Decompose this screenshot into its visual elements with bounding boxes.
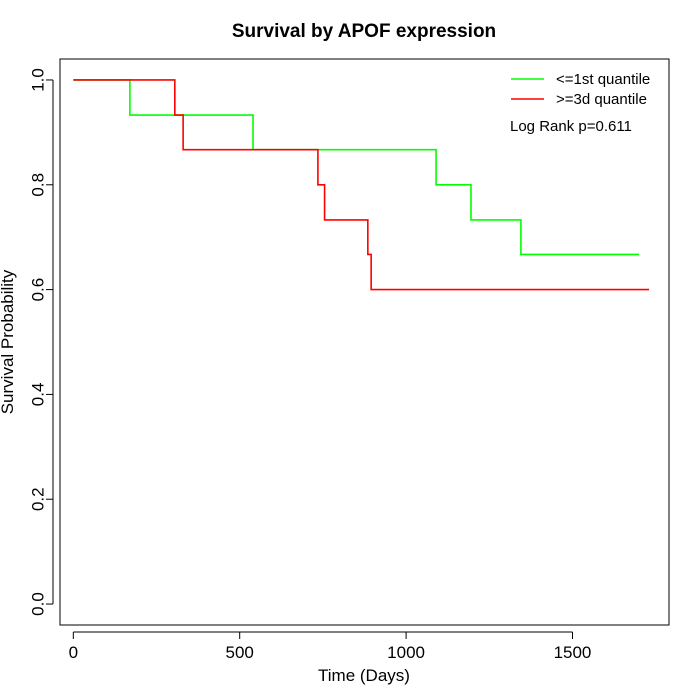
legend: <=1st quantile >=3d quantile [511, 71, 650, 108]
x-tick-label: 1500 [554, 643, 592, 662]
x-tick-label: 500 [226, 643, 254, 662]
y-tick-label: 0.8 [29, 173, 48, 197]
series-layer [73, 79, 650, 291]
x-axis-label: Time (Days) [318, 666, 410, 685]
y-tick-label: 0.2 [29, 487, 48, 511]
y-tick-label: 0.4 [29, 383, 48, 407]
series-line-low [73, 79, 640, 256]
y-axis-label: Survival Probability [0, 269, 17, 414]
y-tick-label: 0.0 [29, 592, 48, 616]
plot-frame [59, 58, 670, 626]
y-tick-label: 0.6 [29, 278, 48, 302]
chart-title: Survival by APOF expression [232, 21, 496, 42]
series-line-high [73, 79, 650, 291]
x-tick-label: 1000 [387, 643, 425, 662]
legend-label: >=3d quantile [556, 91, 647, 108]
y-tick-label: 1.0 [29, 68, 48, 92]
legend-label: <=1st quantile [556, 71, 650, 88]
log-rank-annotation: Log Rank p=0.611 [510, 118, 632, 135]
x-tick-label: 0 [69, 643, 78, 662]
y-axis: 0.0 0.2 0.4 0.6 0.8 1.0 [29, 68, 54, 616]
x-axis: 0 500 1000 1500 [69, 631, 592, 662]
